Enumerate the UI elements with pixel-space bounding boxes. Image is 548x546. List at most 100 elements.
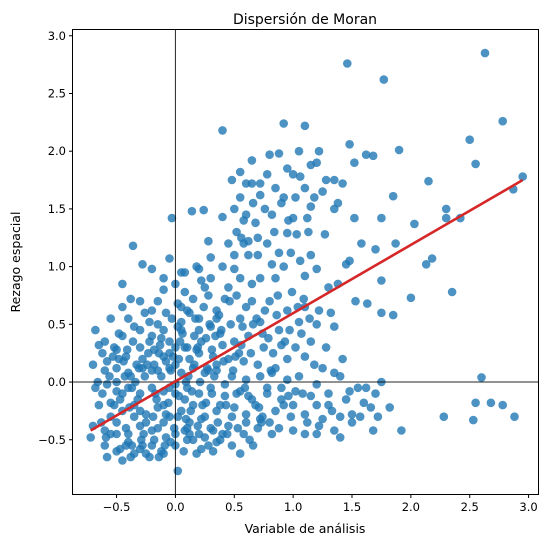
scatter-point (166, 437, 175, 447)
scatter-point (161, 308, 171, 318)
scatter-point (148, 412, 158, 422)
scatter-point (194, 325, 204, 335)
scatter-point (294, 372, 304, 381)
x-tick-label: 1.5 (343, 500, 361, 514)
scatter-point (201, 333, 211, 343)
scatter-point (127, 441, 137, 450)
scatter-point (312, 400, 322, 410)
scatter-point (246, 348, 256, 358)
scatter-point (94, 340, 104, 350)
scatter-point (295, 172, 305, 181)
scatter-point (518, 172, 527, 181)
scatter-point (291, 193, 300, 202)
scatter-point (286, 412, 296, 422)
scatter-point (230, 264, 239, 274)
y-tick-label: 2.0 (48, 144, 66, 158)
x-tick-label: 2.0 (402, 500, 420, 514)
y-tick-label: −0.5 (38, 433, 66, 447)
scatter-point (119, 357, 128, 366)
scatter-point (177, 368, 186, 378)
scatter-point (98, 348, 107, 358)
scatter-point (279, 400, 289, 410)
scatter-point (294, 317, 304, 327)
scatter-point (135, 325, 145, 335)
scatter-point (248, 441, 258, 450)
scatter-point (345, 387, 354, 396)
scatter-point (247, 296, 257, 306)
scatter-point (498, 116, 508, 126)
scatter-point (271, 273, 280, 283)
scatter-point (234, 348, 244, 358)
scatter-point (318, 363, 327, 373)
scatter-point (126, 372, 135, 381)
scatter-point (232, 227, 241, 237)
scatter-point (145, 317, 154, 327)
plot-area (73, 30, 538, 494)
scatter-point (212, 314, 221, 323)
x-tick-label: 3.0 (519, 500, 537, 514)
scatter-point (300, 271, 310, 281)
scatter-point (264, 333, 273, 343)
y-tick-label: 1.0 (48, 260, 66, 274)
scatter-point (345, 256, 354, 266)
scatter-point (326, 308, 336, 318)
scatter-point (277, 383, 286, 393)
scatter-point (330, 426, 339, 435)
scatter-point (350, 158, 359, 167)
scatter-point (248, 198, 258, 208)
scatter-point (373, 412, 383, 422)
scatter-point (241, 302, 251, 312)
scatter-point (283, 354, 292, 364)
scatter-point (100, 441, 110, 450)
scatter-point (299, 294, 309, 304)
scatter-point (105, 372, 114, 381)
scatter-point (161, 410, 171, 419)
scatter-point (335, 372, 345, 381)
scatter-point (166, 366, 175, 375)
scatter-point (185, 418, 194, 427)
scatter-point (333, 198, 343, 208)
scatter-point (147, 264, 157, 274)
scatter-point (244, 236, 253, 246)
y-tick-label: 3.0 (48, 29, 66, 43)
scatter-point (312, 320, 322, 329)
scatter-point (439, 412, 449, 422)
scatter-point (141, 418, 151, 427)
scatter-point (192, 449, 201, 458)
scatter-point (271, 183, 280, 193)
scatter-point (232, 389, 241, 398)
scatter-point (218, 429, 227, 439)
scatter-point (321, 175, 331, 185)
scatter-point (227, 412, 237, 422)
scatter-point (345, 140, 354, 149)
scatter-point (284, 391, 293, 401)
x-axis-ticks: −0.5 0.0 0.5 1.0 1.5 2.0 2.5 3.0 (103, 494, 538, 514)
scatter-point (335, 433, 345, 442)
scatter-point (270, 227, 279, 237)
scatter-point (226, 320, 235, 329)
scatter-point (265, 296, 274, 306)
scatter-point (255, 273, 265, 283)
scatter-point (291, 387, 300, 396)
scatter-point (330, 175, 339, 185)
scatter-point (324, 283, 333, 292)
scatter-point (159, 418, 168, 427)
scatter-point (192, 262, 201, 271)
scatter-point (318, 187, 327, 196)
scatter-point (190, 360, 199, 370)
scatter-point (253, 233, 263, 243)
scatter-point (120, 372, 130, 381)
scatter-point (303, 213, 312, 223)
scatter-point (310, 193, 319, 202)
scatter-point (320, 230, 330, 239)
scatter-point (303, 418, 312, 427)
scatter-point (265, 418, 274, 427)
scatter-point (185, 354, 194, 364)
scatter-point (167, 213, 177, 223)
scatter-point (187, 206, 197, 216)
scatter-point (177, 302, 186, 312)
scatter-point (312, 380, 322, 389)
scatter-point (235, 273, 245, 283)
